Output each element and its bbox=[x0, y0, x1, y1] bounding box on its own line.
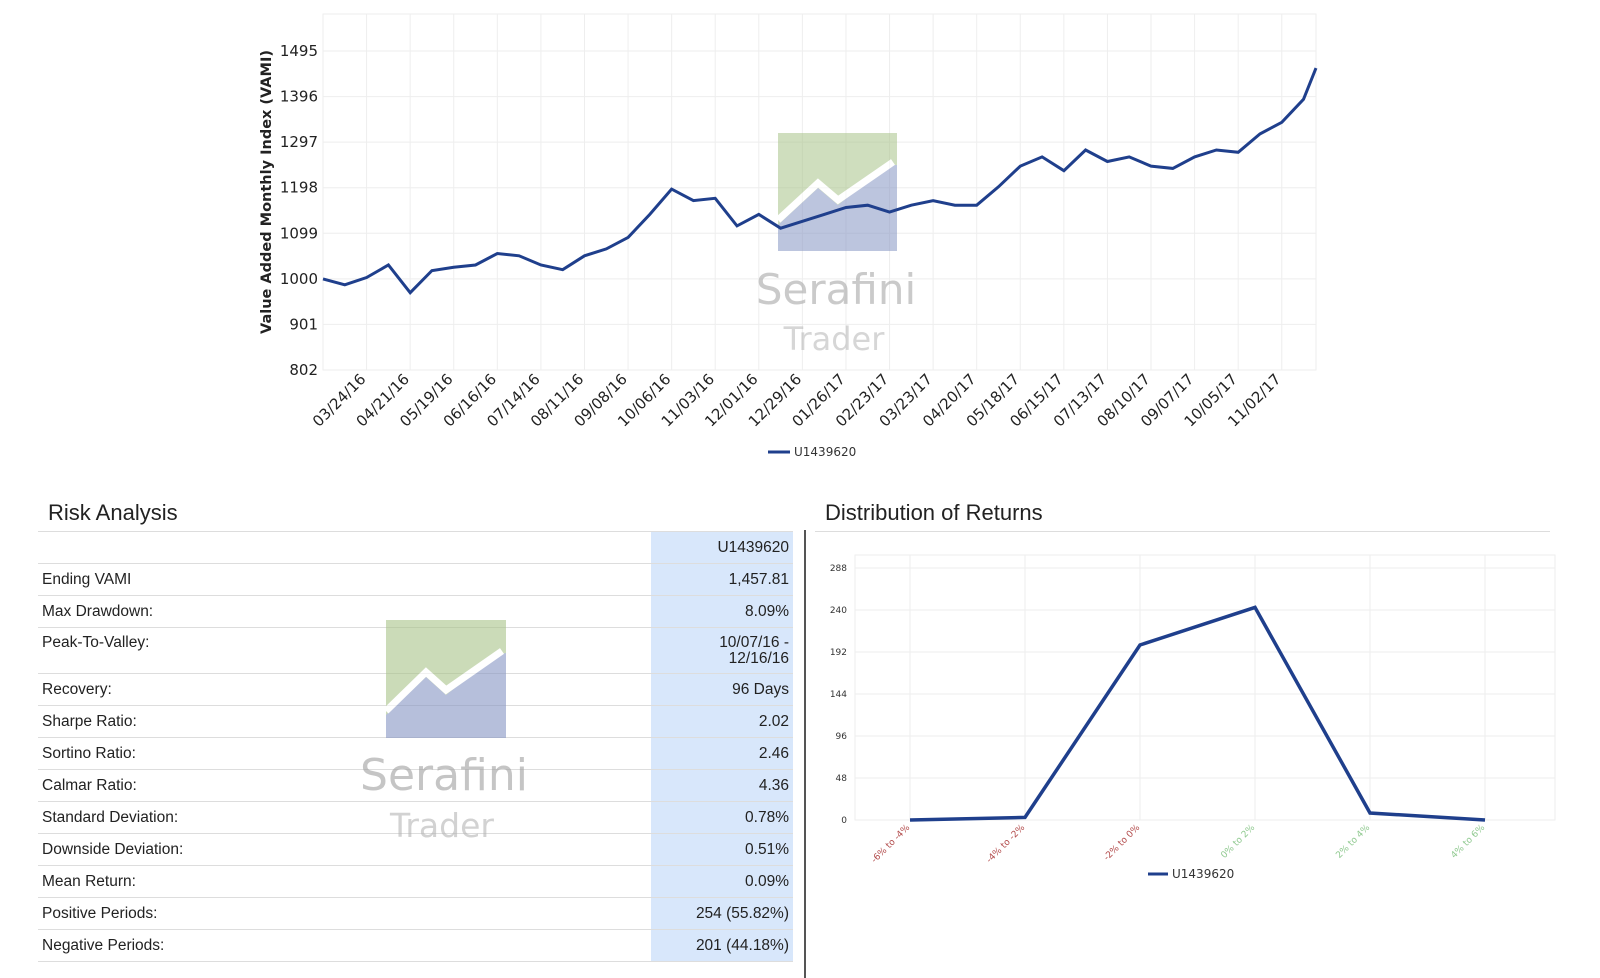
y-tick-label: 240 bbox=[830, 606, 847, 616]
x-tick-label: -4% to -2% bbox=[985, 823, 1028, 866]
y-tick-label: 1495 bbox=[280, 42, 318, 60]
table-row: Recovery: 96 Days bbox=[38, 673, 793, 706]
y-tick-label: 96 bbox=[836, 732, 848, 742]
distribution-grid bbox=[855, 555, 1555, 821]
row-label: Downside Deviation: bbox=[38, 833, 651, 866]
column-header: U1439620 bbox=[651, 532, 793, 564]
row-label: Mean Return: bbox=[38, 865, 651, 898]
section-divider bbox=[804, 530, 806, 978]
row-label: Calmar Ratio: bbox=[38, 769, 651, 802]
y-tick-label: 901 bbox=[289, 315, 318, 333]
header-label-cell bbox=[38, 532, 651, 564]
distribution-y-axis: 0 48 96 144 192 240 288 bbox=[830, 564, 847, 826]
row-label: Max Drawdown: bbox=[38, 595, 651, 628]
y-tick-label: 1297 bbox=[280, 133, 318, 151]
y-tick-label: 1198 bbox=[280, 179, 318, 197]
row-value: 1,457.81 bbox=[651, 563, 793, 596]
risk-analysis-table: U1439620 Ending VAMI 1,457.81 Max Drawdown… bbox=[38, 532, 793, 962]
legend-label: U1439620 bbox=[1172, 867, 1234, 881]
distribution-title: Distribution of Returns bbox=[825, 500, 1043, 525]
y-tick-label: 1099 bbox=[280, 224, 318, 242]
row-value: 10/07/16 - 12/16/16 bbox=[651, 627, 793, 674]
row-value: 2.02 bbox=[651, 705, 793, 738]
y-tick-label: 1000 bbox=[280, 270, 318, 288]
table-row: Peak-To-Valley: 10/07/16 - 12/16/16 bbox=[38, 627, 793, 674]
row-label: Negative Periods: bbox=[38, 929, 651, 962]
table-header-row: U1439620 bbox=[38, 532, 793, 564]
risk-analysis-title: Risk Analysis bbox=[48, 500, 178, 525]
table-row: Sharpe Ratio: 2.02 bbox=[38, 705, 793, 738]
vami-y-axis: 802 901 1000 1099 1198 1297 1396 1495 bbox=[280, 42, 318, 379]
row-label: Standard Deviation: bbox=[38, 801, 651, 834]
vami-watermark-text-2: Trader bbox=[783, 320, 886, 358]
y-tick-label: 1396 bbox=[280, 88, 318, 106]
vami-x-axis: 03/24/1604/21/1605/19/1606/16/1607/14/16… bbox=[309, 370, 1285, 430]
vami-chart: Serafini Trader 802 901 1000 1099 1198 1297 13… bbox=[259, 13, 1318, 459]
x-tick-label: -6% to -4% bbox=[870, 823, 913, 866]
row-value: 2.46 bbox=[651, 737, 793, 770]
table-row: Positive Periods: 254 (55.82%) bbox=[38, 897, 793, 930]
row-label: Sharpe Ratio: bbox=[38, 705, 651, 738]
vami-series-line bbox=[322, 67, 1318, 295]
divider bbox=[38, 531, 793, 532]
x-tick-label: 4% to 6% bbox=[1449, 823, 1487, 861]
legend-label: U1439620 bbox=[794, 445, 856, 459]
row-value: 201 (44.18%) bbox=[651, 929, 793, 962]
y-tick-label: 192 bbox=[830, 648, 847, 658]
distribution-plot-area bbox=[854, 554, 1556, 821]
table-row: Sortino Ratio: 2.46 bbox=[38, 737, 793, 770]
table-row: Downside Deviation: 0.51% bbox=[38, 833, 793, 866]
vami-legend[interactable]: U1439620 bbox=[768, 445, 856, 459]
row-value: 4.36 bbox=[651, 769, 793, 802]
row-value: 254 (55.82%) bbox=[651, 897, 793, 930]
x-tick-label: 0% to 2% bbox=[1219, 823, 1257, 861]
row-label: Recovery: bbox=[38, 673, 651, 706]
distribution-legend[interactable]: U1439620 bbox=[1148, 867, 1234, 881]
distribution-x-axis: -6% to -4% -4% to -2% -2% to 0% 0% to 2% 2% … bbox=[870, 823, 1488, 866]
row-label: Peak-To-Valley: bbox=[38, 627, 651, 674]
vami-y-axis-label: Value Added Monthly Index (VAMI) bbox=[259, 50, 275, 334]
y-tick-label: 288 bbox=[830, 564, 847, 574]
divider bbox=[815, 531, 1550, 532]
table-row: Negative Periods: 201 (44.18%) bbox=[38, 929, 793, 962]
y-tick-label: 802 bbox=[289, 361, 318, 379]
row-value: 0.51% bbox=[651, 833, 793, 866]
row-label: Ending VAMI bbox=[38, 563, 651, 596]
row-label: Positive Periods: bbox=[38, 897, 651, 930]
row-value: 96 Days bbox=[651, 673, 793, 706]
table-row: Standard Deviation: 0.78% bbox=[38, 801, 793, 834]
vami-watermark-text-1: Serafini bbox=[756, 265, 916, 314]
x-tick-label: -2% to 0% bbox=[1102, 823, 1142, 863]
x-tick-label: 2% to 4% bbox=[1334, 823, 1372, 861]
y-tick-label: 48 bbox=[836, 774, 848, 784]
distribution-series-line bbox=[909, 605, 1486, 822]
table-row: Calmar Ratio: 4.36 bbox=[38, 769, 793, 802]
row-value: 0.78% bbox=[651, 801, 793, 834]
table-row: Ending VAMI 1,457.81 bbox=[38, 563, 793, 596]
row-value: 0.09% bbox=[651, 865, 793, 898]
y-tick-label: 144 bbox=[830, 690, 847, 700]
distribution-chart: 0 48 96 144 192 240 288 -6% to -4% -4% to -2% -2… bbox=[830, 554, 1556, 881]
table-row: Mean Return: 0.09% bbox=[38, 865, 793, 898]
y-tick-label: 0 bbox=[841, 816, 847, 826]
vami-watermark-logo: Serafini Trader bbox=[756, 133, 916, 358]
table-row: Max Drawdown: 8.09% bbox=[38, 595, 793, 628]
row-value: 8.09% bbox=[651, 595, 793, 628]
row-label: Sortino Ratio: bbox=[38, 737, 651, 770]
